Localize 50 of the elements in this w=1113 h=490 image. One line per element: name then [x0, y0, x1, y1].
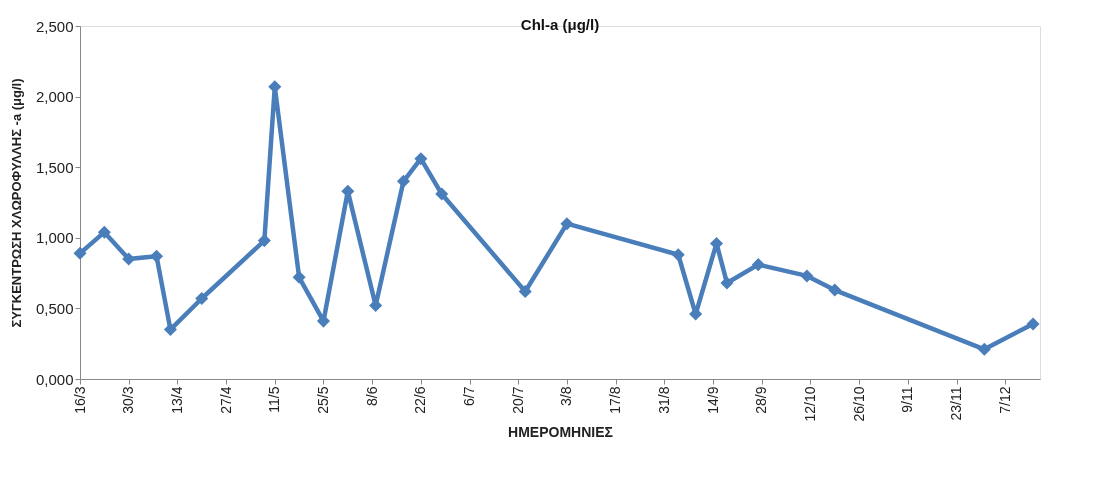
point: [122, 252, 136, 266]
chart-title: Chl-a (μg/l): [520, 16, 600, 33]
y-tick-label: 1,000: [35, 229, 74, 247]
x-axis-title: ΗΜΕΡΟΜΗΝΙΕΣ: [508, 423, 613, 440]
y-axis-title: ΣΥΓΚΕΝΤΡΩΣΗ ΧΛΩΡΟΦΥΛΛΗΣ -a (μg/l): [8, 78, 24, 328]
point: [977, 342, 991, 356]
point: [720, 276, 734, 290]
x-tick-label: 26/10: [850, 386, 867, 422]
x-tick-label: 22/6: [412, 386, 429, 414]
x-tick-label: 6/7: [461, 386, 478, 406]
x-tick-label: 11/5: [266, 386, 283, 413]
y-tick-label: 0,500: [35, 299, 74, 317]
x-tick-label: 8/6: [363, 386, 380, 406]
point: [518, 284, 532, 298]
point: [414, 152, 428, 166]
x-tick-label: 27/4: [217, 386, 234, 414]
x-tick-label: 23/11: [948, 386, 965, 421]
point: [1026, 317, 1040, 331]
point: [800, 269, 814, 283]
y-tick-label: 0,000: [35, 370, 74, 388]
x-tick-label: 31/8: [655, 386, 672, 414]
x-tick-label: 14/9: [704, 386, 721, 414]
point: [97, 225, 111, 239]
point: [163, 323, 177, 337]
x-tick-label: 7/12: [996, 386, 1013, 414]
point: [292, 270, 306, 284]
point: [369, 299, 383, 313]
y-tick-label: 1,500: [35, 158, 74, 176]
x-tick-label: 28/9: [753, 386, 770, 414]
x-tick-label: 20/7: [509, 386, 526, 414]
x-tick-label: 12/10: [801, 386, 818, 422]
x-tick-label: 17/8: [607, 386, 624, 414]
point: [560, 217, 574, 231]
x-tick-label: 16/3: [71, 386, 88, 414]
point: [150, 249, 164, 263]
point: [435, 187, 449, 201]
point: [828, 283, 842, 297]
point: [396, 174, 410, 188]
point: [73, 246, 87, 260]
x-tick-label: 13/4: [168, 386, 185, 414]
point: [195, 292, 209, 306]
x-tick-label: 30/3: [120, 386, 137, 414]
point: [671, 248, 685, 262]
x-tick-label: 9/11: [899, 386, 916, 413]
y-tick-label: 2,000: [35, 88, 74, 106]
point: [751, 258, 765, 272]
y-tick-label: 2,500: [35, 17, 74, 35]
x-tick-label: 25/5: [314, 386, 331, 414]
x-tick-label: 3/8: [558, 386, 575, 406]
point: [257, 234, 271, 248]
